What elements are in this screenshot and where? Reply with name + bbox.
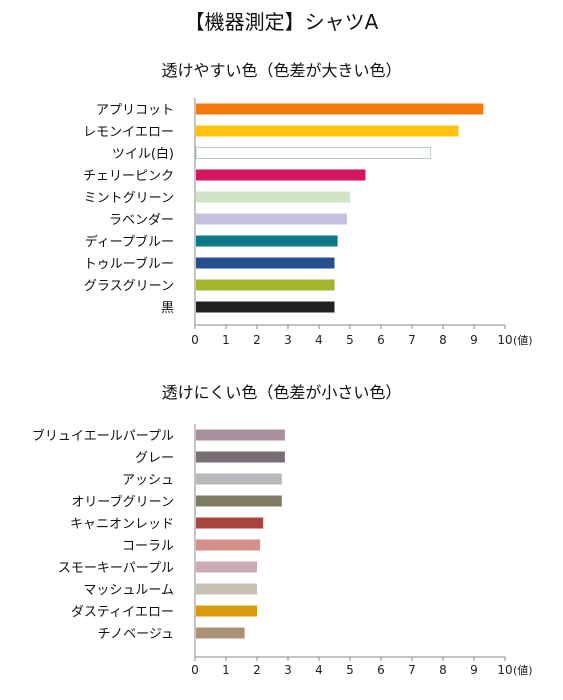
bar	[196, 473, 282, 485]
category-label: トゥルーブルー	[84, 256, 174, 272]
x-tick-label: 4	[315, 333, 323, 347]
category-label: ミントグリーン	[84, 191, 174, 206]
category-label: チェリーピンク	[83, 169, 174, 184]
x-tick-label: 5	[346, 333, 354, 347]
x-tick-label: 1	[222, 663, 230, 677]
x-tick-label: 9	[470, 663, 478, 677]
bar	[196, 125, 459, 137]
category-label: ブリュイエールパープル	[32, 428, 174, 444]
category-label: ラベンダー	[109, 213, 174, 228]
category-label: マッシュルーム	[83, 583, 174, 598]
x-tick-label: 0	[191, 663, 199, 677]
bar	[196, 451, 285, 463]
bar	[196, 103, 484, 115]
bar	[196, 627, 245, 639]
category-label: チノベージュ	[98, 627, 174, 642]
x-tick-label: 7	[408, 663, 416, 677]
x-tick-label: 6	[377, 663, 385, 677]
category-label: アプリコット	[96, 103, 174, 118]
x-tick-label: 1	[222, 333, 230, 347]
bar	[196, 561, 257, 573]
category-label: オリーブグリーン	[71, 494, 174, 510]
category-label: ディープブルー	[85, 234, 174, 250]
x-tick-label: 3	[284, 333, 292, 347]
bar	[196, 191, 350, 203]
bar	[196, 169, 366, 181]
x-tick-label: 5	[346, 663, 354, 677]
category-label: スモーキーパープル	[58, 561, 174, 576]
bar	[196, 605, 257, 617]
category-label: グレー	[135, 451, 174, 466]
bar	[196, 429, 285, 441]
bar	[196, 583, 257, 595]
x-tick-label: 8	[439, 333, 447, 347]
x-tick-label: 7	[408, 333, 416, 347]
bar	[196, 495, 282, 507]
x-tick-label: 10	[497, 663, 512, 677]
x-tick-label: 4	[315, 663, 323, 677]
bar	[196, 235, 338, 247]
main-title: 【機器測定】シャツA	[184, 10, 379, 34]
bar	[196, 539, 261, 551]
chart-title: 透けやすい色（色差が大きい色）	[161, 61, 402, 80]
bar	[196, 279, 335, 291]
x-tick-label: 8	[439, 663, 447, 677]
x-unit-label: (値)	[513, 334, 533, 347]
x-tick-label: 2	[253, 663, 261, 677]
category-label: レモンイエロー	[83, 125, 174, 140]
category-label: 黒	[161, 301, 174, 316]
category-label: グラスグリーン	[84, 279, 174, 294]
category-label: ツイル(白)	[112, 146, 174, 162]
category-label: ダスティイエロー	[71, 605, 174, 620]
bar	[196, 257, 335, 269]
category-label: コーラル	[122, 539, 174, 554]
category-label: キャニオンレッド	[70, 517, 174, 532]
bar	[195, 147, 432, 159]
chart-plot: 0 1 2 3 4 5 6 7 8 9 10 (値) ブリュイエールパープルグレーアッシュオリーブグリー…	[32, 424, 533, 677]
chart-title: 透けにくい色（色差が小さい色）	[161, 383, 402, 402]
x-tick-label: 10	[497, 333, 512, 347]
bar	[196, 517, 264, 529]
bar	[196, 301, 335, 313]
x-tick-label: 9	[470, 333, 478, 347]
chart-high-transparency: 透けやすい色（色差が大きい色） 0 1 2 3 4 5 6 7 8 9 10 (値) アプリコットレモン…	[0, 58, 563, 358]
bar	[196, 213, 347, 225]
category-label: アッシュ	[122, 473, 174, 488]
x-tick-label: 6	[377, 333, 385, 347]
chart-low-transparency: 透けにくい色（色差が小さい色） 0 1 2 3 4 5 6 7 8 9 10 (値) ブリュイエールパー…	[0, 380, 563, 690]
x-tick-label: 2	[253, 333, 261, 347]
x-tick-label: 3	[284, 663, 292, 677]
x-tick-label: 0	[191, 333, 199, 347]
x-unit-label: (値)	[513, 664, 533, 677]
